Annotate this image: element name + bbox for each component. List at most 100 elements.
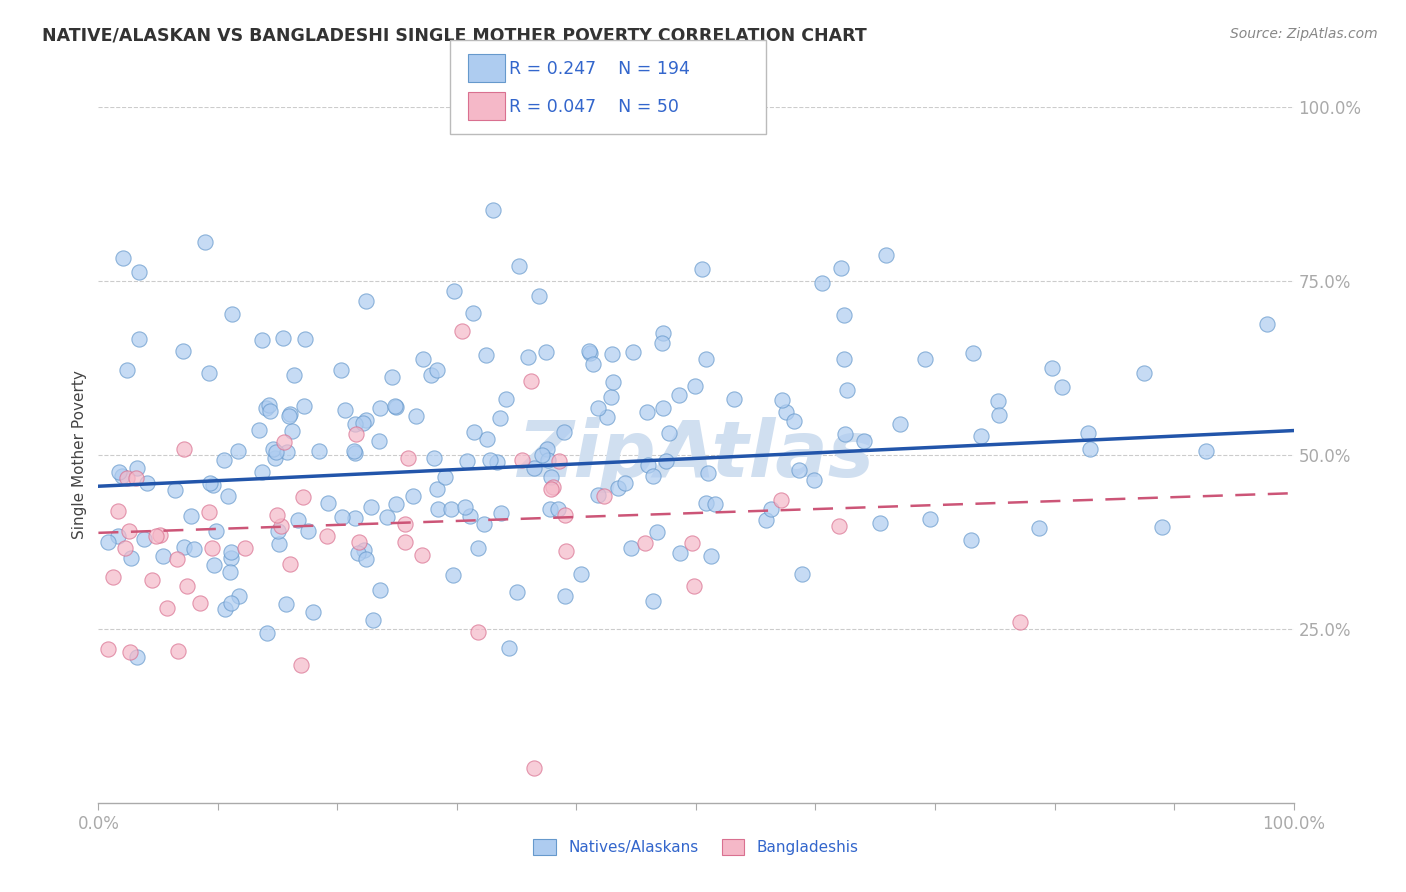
Point — [283, 368, 305, 382]
Point — [396, 450, 419, 465]
Point — [1152, 519, 1174, 533]
Point — [527, 289, 550, 303]
Point — [247, 423, 270, 437]
Point — [347, 546, 370, 560]
Point — [204, 524, 226, 538]
Text: Source: ZipAtlas.com: Source: ZipAtlas.com — [1230, 27, 1378, 41]
Point — [420, 368, 443, 382]
Point — [273, 435, 295, 450]
Point — [132, 532, 155, 546]
Point — [875, 247, 897, 261]
Point — [214, 602, 236, 616]
Point — [125, 650, 148, 665]
Point — [294, 332, 316, 346]
Point — [835, 383, 858, 397]
Point — [263, 450, 285, 465]
Point — [690, 261, 713, 276]
Point — [278, 409, 301, 423]
Point — [156, 600, 179, 615]
Point — [228, 590, 250, 604]
Point — [278, 407, 301, 421]
Point — [685, 379, 707, 393]
Point — [516, 350, 538, 364]
Point — [287, 513, 309, 527]
Point — [600, 346, 623, 360]
Point — [141, 574, 163, 588]
Point — [361, 614, 384, 628]
Point — [834, 427, 856, 442]
Point — [472, 516, 495, 531]
Point — [256, 626, 278, 640]
Point — [330, 510, 353, 524]
Point — [554, 589, 576, 603]
Point — [440, 502, 463, 516]
Point — [810, 276, 832, 290]
Point — [540, 482, 562, 496]
Point — [651, 335, 673, 350]
Point — [696, 466, 718, 480]
Point — [621, 344, 644, 359]
Point — [456, 454, 478, 468]
Point — [394, 516, 416, 531]
Point — [536, 344, 558, 359]
Point — [252, 466, 274, 480]
Point — [308, 443, 330, 458]
Point — [297, 524, 319, 538]
Point — [259, 404, 281, 418]
Point — [988, 409, 1011, 423]
Point — [489, 410, 512, 425]
Point — [637, 458, 659, 472]
Point — [579, 345, 602, 359]
Point — [173, 541, 195, 555]
Point — [491, 506, 513, 520]
Point — [647, 525, 669, 540]
Point — [290, 658, 312, 673]
Point — [125, 460, 148, 475]
Point — [555, 544, 578, 558]
Point — [1195, 444, 1218, 458]
Point — [346, 427, 368, 442]
Point — [613, 476, 636, 491]
Point — [188, 596, 211, 610]
Point — [641, 468, 664, 483]
Point — [770, 392, 793, 407]
Point — [97, 534, 120, 549]
Point — [498, 640, 520, 655]
Point — [120, 551, 142, 566]
Point — [458, 508, 481, 523]
Point — [426, 362, 449, 376]
Point — [1028, 520, 1050, 534]
Point — [592, 489, 614, 503]
Point — [394, 535, 416, 549]
Point — [402, 489, 425, 503]
Point — [1077, 426, 1099, 441]
Point — [145, 529, 167, 543]
Point — [537, 452, 560, 467]
Point — [467, 541, 489, 555]
Point — [269, 537, 291, 551]
Point — [202, 558, 225, 573]
Point — [759, 502, 782, 516]
Point — [111, 469, 134, 483]
Text: R = 0.047    N = 50: R = 0.047 N = 50 — [509, 98, 679, 116]
Point — [485, 455, 508, 469]
Point — [1080, 442, 1102, 456]
Point — [1256, 317, 1278, 331]
Point — [183, 542, 205, 557]
Point — [221, 307, 243, 321]
Point — [330, 363, 353, 377]
Point — [219, 545, 242, 559]
Point — [506, 584, 529, 599]
Point — [97, 641, 120, 656]
Point — [443, 285, 465, 299]
Point — [792, 566, 814, 581]
Point — [789, 463, 811, 477]
Point — [218, 565, 240, 579]
Point — [553, 425, 575, 439]
Point — [869, 516, 891, 530]
Point — [111, 252, 134, 266]
Point — [582, 357, 605, 371]
Point — [201, 541, 224, 556]
Point — [422, 450, 444, 465]
Point — [354, 294, 377, 309]
